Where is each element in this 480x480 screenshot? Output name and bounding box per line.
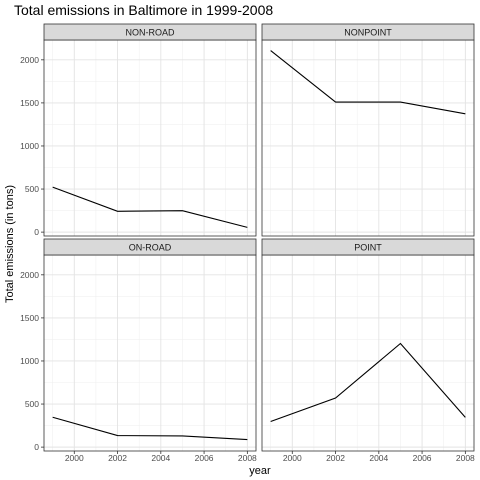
y-tick-label: 1500 xyxy=(20,313,39,323)
x-tick-label: 2000 xyxy=(283,453,302,463)
facet-strip xyxy=(43,23,257,41)
facet-strip-label: NON-ROAD xyxy=(126,28,175,38)
x-tick-label: 2006 xyxy=(413,453,432,463)
x-axis-ticks: 2000 2002 2004 2006 2008 2000 2002 2004 2006 2008 xyxy=(65,451,475,463)
x-tick-label: 2004 xyxy=(369,453,388,463)
facet-strip-label: ON-ROAD xyxy=(129,243,172,253)
facet-strip xyxy=(261,23,475,41)
y-tick-label: 0 xyxy=(34,442,39,452)
series-line xyxy=(270,342,466,423)
x-tick-label: 2008 xyxy=(238,453,257,463)
y-tick-label: 2000 xyxy=(20,55,39,65)
chart-title: Total emissions in Baltimore in 1999-200… xyxy=(14,2,273,18)
facet-panel-point: POINT xyxy=(261,238,475,452)
panel-background xyxy=(44,255,256,451)
facet-panel-on-road: ON-ROAD xyxy=(43,238,257,452)
facet-strip xyxy=(261,238,475,256)
y-tick-label: 1000 xyxy=(20,356,39,366)
y-tick-label: 500 xyxy=(25,184,39,194)
x-tick-label: 2000 xyxy=(65,453,84,463)
facet-panel-non-road: NON-ROAD xyxy=(43,23,257,237)
panel-background xyxy=(44,40,256,236)
y-tick-label: 500 xyxy=(25,399,39,409)
facet-panels: NON-ROAD NONPOINT ON-ROAD POINT xyxy=(43,23,475,452)
y-tick-label: 2000 xyxy=(20,270,39,280)
x-tick-label: 2004 xyxy=(151,453,170,463)
x-tick-label: 2006 xyxy=(195,453,214,463)
facet-strip xyxy=(43,238,257,256)
x-axis-title: year xyxy=(249,465,271,477)
series-line xyxy=(52,186,248,228)
series-line xyxy=(52,416,248,441)
facet-strip-label: POINT xyxy=(354,243,382,253)
y-tick-label: 0 xyxy=(34,227,39,237)
x-tick-label: 2002 xyxy=(108,453,127,463)
x-tick-label: 2008 xyxy=(456,453,475,463)
y-axis-title: Total emissions (in tons) xyxy=(4,185,16,303)
y-tick-label: 1000 xyxy=(20,141,39,151)
y-tick-label: 1500 xyxy=(20,98,39,108)
facet-strip-label: NONPOINT xyxy=(344,28,392,38)
x-tick-label: 2002 xyxy=(326,453,345,463)
panel-background xyxy=(262,40,474,236)
y-axis-ticks: 0 500 1000 1500 2000 0 500 1000 1500 2000 xyxy=(20,55,44,452)
facet-panel-nonpoint: NONPOINT xyxy=(261,23,475,237)
panel-background xyxy=(262,255,474,451)
series-line xyxy=(270,50,466,115)
